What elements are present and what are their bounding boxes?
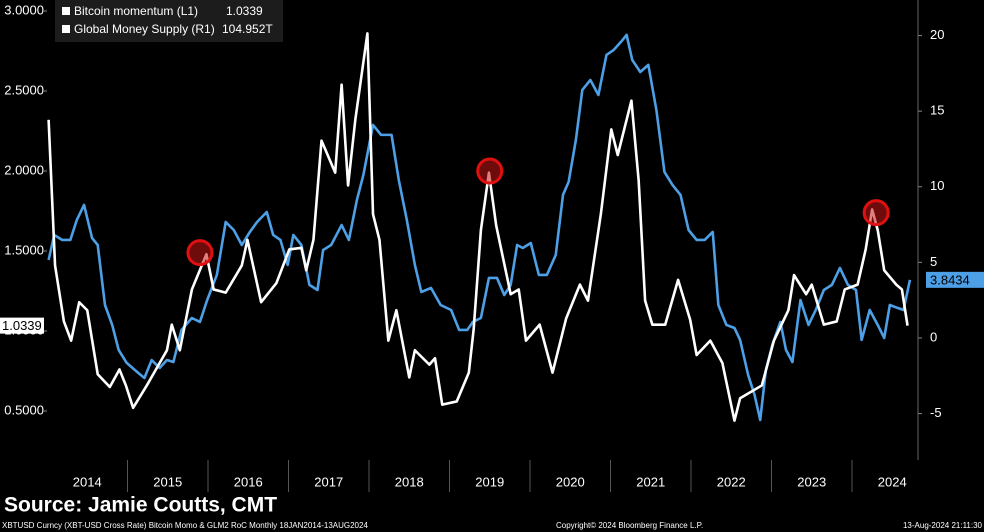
y2-tick-label: 20: [930, 27, 944, 42]
y2-tick-label: 0: [930, 329, 937, 344]
legend: Bitcoin momentum (L1) 1.0339 Global Mone…: [55, 0, 283, 42]
y-tick-label: 2.5000: [4, 82, 44, 97]
last-value-label: 3.8434: [930, 272, 970, 287]
plot-area: [47, 32, 912, 422]
footer-center: Copyright© 2024 Bloomberg Finance L.P.: [556, 521, 703, 530]
legend-swatch: [62, 25, 70, 33]
last-value-tag: [0, 317, 44, 334]
x-tick-label: 2015: [153, 474, 182, 489]
legend-value: 1.0339: [226, 4, 263, 18]
x-tick-label: 2017: [314, 474, 343, 489]
x-tick-label: 2016: [234, 474, 263, 489]
x-tick-label: 2023: [797, 474, 826, 489]
y-tick-label: 2.0000: [4, 162, 44, 177]
source: Source: Jamie Coutts, CMT: [4, 494, 277, 517]
axes: 0.50001.00001.50002.00002.50003.0000-505…: [4, 0, 944, 492]
x-tick-label: 2020: [556, 474, 585, 489]
legend-label: Global Money Supply (R1): [74, 22, 215, 36]
legend-swatch: [62, 7, 70, 15]
y-tick-label: 3.0000: [4, 2, 44, 17]
x-tick-label: 2021: [636, 474, 665, 489]
footer-left: XBTUSD Curncy (XBT-USD Cross Rate) Bitco…: [2, 521, 368, 530]
y2-tick-label: 10: [930, 178, 944, 193]
y2-tick-label: 15: [930, 103, 944, 118]
x-tick-label: 2018: [395, 474, 424, 489]
x-tick-label: 2022: [717, 474, 746, 489]
y2-tick-label: -5: [930, 405, 942, 420]
y2-tick-label: 5: [930, 254, 937, 269]
y-tick-label: 0.5000: [4, 402, 44, 417]
y-tick-label: 1.5000: [4, 242, 44, 257]
last-value-label: 1.0339: [2, 318, 42, 333]
legend-label: Bitcoin momentum (L1): [74, 4, 198, 18]
highlight-circle: [186, 239, 214, 267]
highlight-circle: [862, 199, 890, 227]
legend-value: 104.952T: [222, 22, 273, 36]
highlight-circle: [476, 157, 504, 185]
footer-right: 13-Aug-2024 21:11:30: [903, 521, 983, 530]
x-tick-label: 2014: [73, 474, 102, 489]
legend-box: [55, 0, 283, 42]
x-tick-label: 2019: [475, 474, 504, 489]
x-tick-label: 2024: [878, 474, 907, 489]
last-value-tag: [926, 271, 984, 288]
series-line: [47, 32, 909, 422]
